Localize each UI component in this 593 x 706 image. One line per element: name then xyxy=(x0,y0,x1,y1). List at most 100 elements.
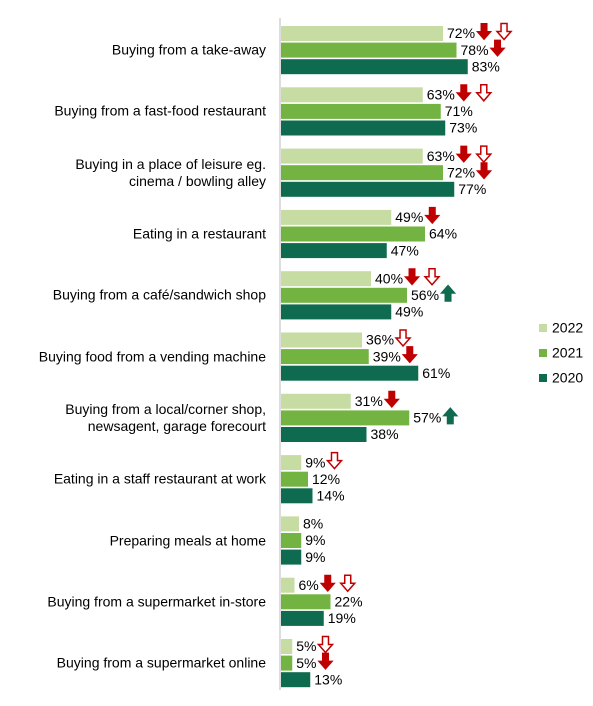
bar xyxy=(281,655,293,671)
category-label: Buying from a fast-food restaurant xyxy=(54,102,266,119)
value-label: 73% xyxy=(449,120,477,136)
significance-arrow xyxy=(439,284,457,302)
value-label: 19% xyxy=(328,610,356,626)
bar xyxy=(281,577,295,593)
value-label: 49% xyxy=(395,209,423,225)
legend-label: 2022 xyxy=(552,320,583,336)
significance-arrow xyxy=(319,574,336,592)
value-label: 38% xyxy=(371,426,399,442)
value-label: 13% xyxy=(314,671,342,687)
bar xyxy=(281,332,362,348)
significance-arrow xyxy=(383,390,400,409)
category-label: Eating in a staff restaurant at work xyxy=(53,470,266,487)
bar xyxy=(281,120,446,136)
category-label: Preparing meals at home xyxy=(109,532,266,548)
bar xyxy=(281,410,410,426)
bar xyxy=(281,103,441,119)
value-label: 39% xyxy=(373,348,401,364)
legend-swatch xyxy=(539,374,547,382)
value-label: 83% xyxy=(472,58,500,74)
bar xyxy=(281,349,369,365)
value-label: 72% xyxy=(447,164,475,180)
value-label: 22% xyxy=(335,594,363,610)
significance-arrow xyxy=(394,329,412,348)
value-label: 36% xyxy=(366,332,394,348)
value-label: 61% xyxy=(422,365,450,381)
bar xyxy=(281,488,313,504)
category-label: Buying food from a vending machine xyxy=(38,348,266,365)
legend-label: 2021 xyxy=(552,345,583,361)
significance-arrow xyxy=(442,407,459,425)
bar xyxy=(281,209,392,225)
significance-arrow xyxy=(475,23,493,41)
value-label: 31% xyxy=(355,393,383,409)
significance-arrow xyxy=(423,267,441,286)
legend-swatch xyxy=(539,324,547,332)
significance-arrow xyxy=(475,84,493,102)
value-label: 9% xyxy=(305,454,325,470)
value-label: 63% xyxy=(427,87,455,103)
value-label: 72% xyxy=(447,25,475,41)
value-label: 56% xyxy=(411,287,439,303)
significance-arrow xyxy=(475,145,493,164)
value-label: 9% xyxy=(305,532,325,548)
significance-arrow xyxy=(455,145,472,163)
value-label: 49% xyxy=(395,304,423,320)
bar xyxy=(281,181,455,197)
legend-swatch xyxy=(539,349,547,357)
category-label: Buying from a café/sandwich shop xyxy=(52,286,266,303)
significance-arrow xyxy=(424,206,441,225)
bar xyxy=(281,26,443,41)
bar xyxy=(281,271,371,287)
value-label: 9% xyxy=(305,549,325,565)
bar xyxy=(281,516,299,532)
significance-arrow xyxy=(401,346,418,364)
significance-arrow xyxy=(325,451,344,470)
bar xyxy=(281,87,423,103)
value-label: 77% xyxy=(458,181,486,197)
bar xyxy=(281,59,468,75)
bar xyxy=(281,287,407,303)
significance-arrow xyxy=(455,84,472,102)
value-label: 40% xyxy=(375,270,403,286)
category-label: Buying from a local/corner shop, newsage… xyxy=(65,400,266,434)
bar xyxy=(281,455,302,471)
bar xyxy=(281,672,311,688)
bar xyxy=(281,226,425,242)
bar xyxy=(281,471,308,487)
value-label: 64% xyxy=(429,226,457,242)
value-label: 12% xyxy=(312,471,340,487)
value-label: 5% xyxy=(296,638,316,654)
value-label: 71% xyxy=(445,103,473,119)
significance-arrow xyxy=(339,574,357,593)
bar xyxy=(281,427,367,442)
value-label: 57% xyxy=(413,410,441,426)
significance-arrow xyxy=(475,162,493,180)
bar xyxy=(281,533,302,548)
bar xyxy=(281,42,457,58)
bar xyxy=(281,165,443,181)
bar xyxy=(281,639,293,654)
category-label: Buying from a supermarket online xyxy=(56,654,266,671)
bar xyxy=(281,594,331,610)
significance-arrow xyxy=(403,268,421,286)
category-label: Eating in a restaurant xyxy=(132,225,266,242)
significance-arrow xyxy=(317,652,334,670)
bar xyxy=(281,304,392,320)
bar xyxy=(281,549,302,565)
significance-arrow xyxy=(489,39,506,57)
bar xyxy=(281,393,351,409)
category-label: Buying from a supermarket in-store xyxy=(47,593,266,610)
bar xyxy=(281,243,387,259)
bar xyxy=(281,365,419,381)
category-label: Buying from a take-away xyxy=(111,41,266,58)
value-label: 47% xyxy=(391,242,419,258)
value-label: 5% xyxy=(296,655,316,671)
value-label: 8% xyxy=(303,516,323,532)
value-label: 63% xyxy=(427,148,455,164)
value-label: 78% xyxy=(461,42,489,58)
bar xyxy=(281,610,324,626)
value-label: 6% xyxy=(299,577,319,593)
significance-arrow xyxy=(495,22,513,41)
